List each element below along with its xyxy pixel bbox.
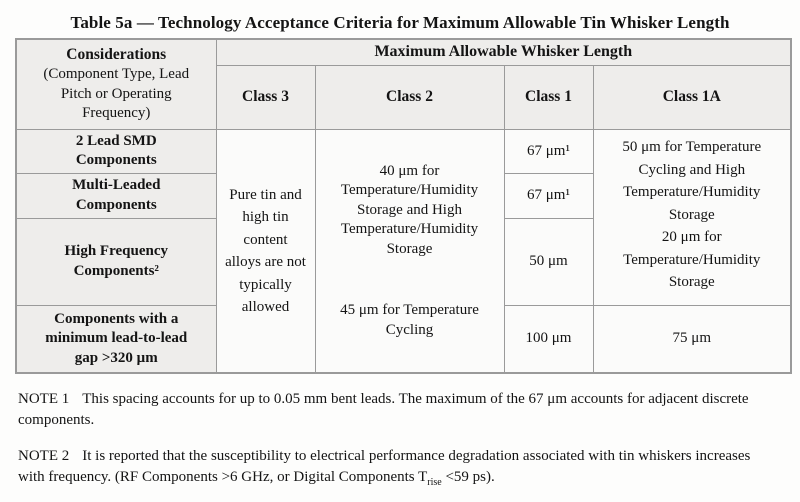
- class2-value-storage: 40 μm for Temperature/Humidity Storage a…: [340, 162, 479, 257]
- class1a-value-lead-gap: 75 μm: [592, 304, 792, 374]
- row-label-multi-leaded: Multi-Leaded Components: [15, 172, 217, 219]
- document-page: Table 5a — Technology Acceptance Criteri…: [0, 13, 800, 488]
- class3-merged-cell: Pure tin and high tin content alloys are…: [215, 128, 316, 374]
- table-row: Components with a minimum lead-to-lead g…: [15, 304, 792, 374]
- whisker-length-span-header: Maximum Allowable Whisker Length: [215, 38, 792, 66]
- header-row-2: Class 3 Class 2 Class 1 Class 1A: [16, 64, 792, 130]
- considerations-title: Considerations: [66, 45, 167, 63]
- note-1-label: NOTE 1: [18, 391, 70, 408]
- notes-section: NOTE 1 This spacing accounts for up to 0.…: [18, 389, 763, 488]
- note-1: NOTE 1 This spacing accounts for up to 0.…: [18, 389, 763, 431]
- class1-value-multi-leaded: 67 μm¹: [503, 172, 594, 219]
- class2-value-cycling: 45 μm for Temperature Cycling: [340, 302, 479, 338]
- class1-value-2-lead-smd: 67 μm¹: [503, 128, 594, 174]
- note-2-label: NOTE 2: [18, 448, 70, 465]
- row-label-high-frequency: High Frequency Components²: [15, 217, 217, 306]
- table-row: 2 Lead SMD Components Pure tin and high …: [15, 128, 792, 374]
- note-1-text: This spacing accounts for up to 0.05 mm …: [18, 391, 749, 429]
- table-title: Table 5a — Technology Acceptance Criteri…: [70, 13, 730, 32]
- class1a-merged-cell: 50 μm for Temperature Cycling and High T…: [592, 128, 792, 306]
- class1-value-lead-gap: 100 μm: [503, 304, 594, 374]
- considerations-header-cell: Considerations (Component Type, Lead Pit…: [15, 38, 217, 130]
- class1a-value-cycling-storage: 50 μm for Temperature Cycling and High T…: [622, 139, 762, 223]
- row-label-lead-gap: Components with a minimum lead-to-lead g…: [15, 304, 217, 374]
- class1a-column-header: Class 1A: [592, 64, 792, 130]
- note-2: NOTE 2 It is reported that the susceptibi…: [18, 446, 763, 488]
- class2-value-stack: 40 μm for Temperature/Humidity Storage a…: [316, 158, 504, 345]
- class1-column-header: Class 1: [503, 64, 594, 130]
- note-2-text-after: <59 ps).: [441, 469, 495, 486]
- class3-column-header: Class 3: [215, 64, 316, 130]
- table-row: High Frequency Components² 50 μm: [15, 217, 791, 306]
- row-label-2-lead-smd: 2 Lead SMD Components: [15, 128, 217, 174]
- acceptance-criteria-table: Considerations (Component Type, Lead Pit…: [15, 38, 793, 375]
- header-row-1: Considerations (Component Type, Lead Pit…: [15, 38, 792, 130]
- note-2-text: It is reported that the susceptibility t…: [18, 448, 751, 486]
- class2-column-header: Class 2: [314, 64, 505, 130]
- class1a-value-stack: 50 μm for Temperature Cycling and High T…: [594, 131, 791, 304]
- note-2-subscript: rise: [427, 477, 442, 489]
- considerations-subtitle: (Component Type, Lead Pitch or Operating…: [43, 65, 190, 122]
- class1a-value-storage: 20 μm for Temperature/Humidity Storage: [623, 229, 761, 291]
- class2-merged-cell: 40 μm for Temperature/Humidity Storage a…: [314, 128, 505, 374]
- class1-value-high-frequency: 50 μm: [503, 217, 594, 306]
